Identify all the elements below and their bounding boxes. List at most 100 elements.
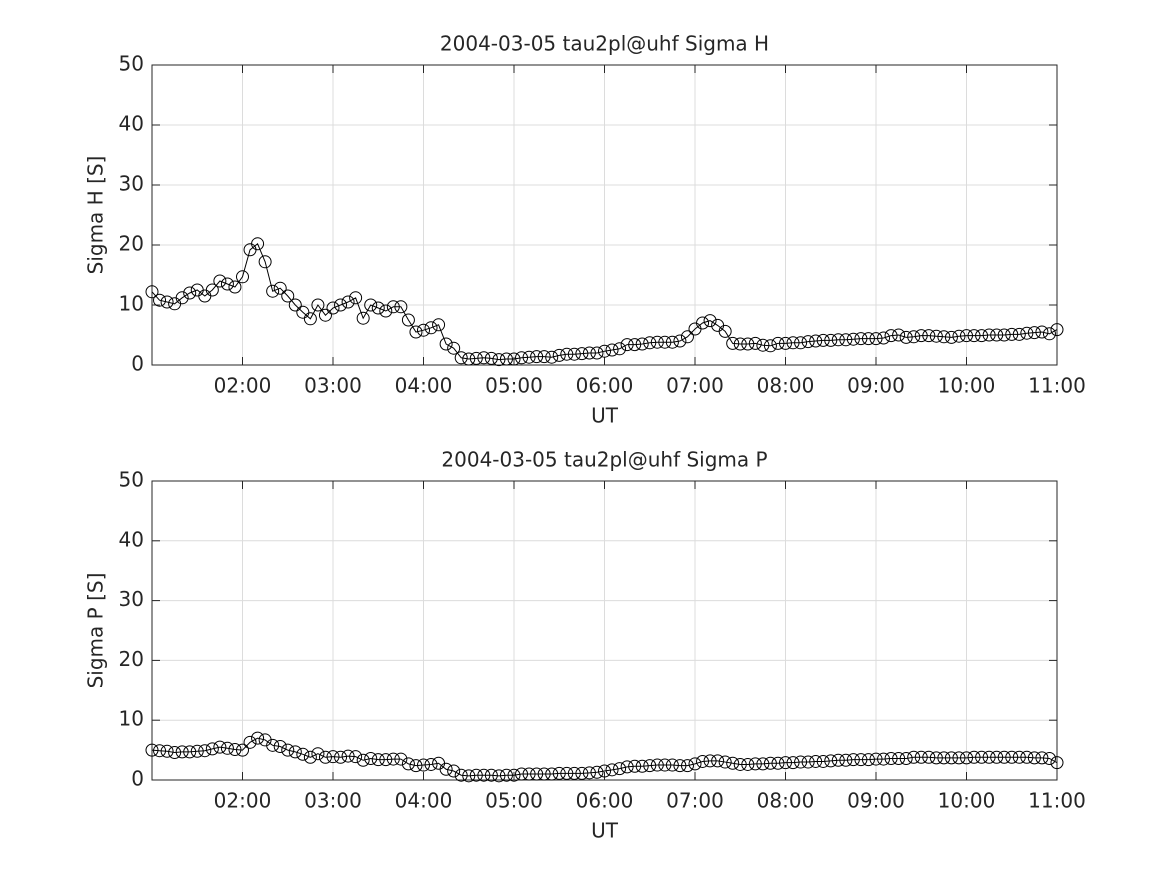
- data-point: [1042, 327, 1056, 341]
- y-tick-label: 0: [131, 352, 144, 376]
- data-point: [741, 337, 755, 351]
- data-point: [281, 743, 295, 757]
- data-point: [1020, 326, 1034, 340]
- x-axis-label: UT: [591, 404, 619, 428]
- data-point: [688, 757, 702, 771]
- data-point: [462, 352, 476, 366]
- data-point: [786, 756, 800, 770]
- data-point: [899, 751, 913, 765]
- data-point: [560, 766, 574, 780]
- data-point: [839, 333, 853, 347]
- data-point: [756, 757, 770, 771]
- data-point: [861, 753, 875, 767]
- data-point: [409, 759, 423, 773]
- y-tick-label: 40: [119, 527, 144, 551]
- series-line: [151, 242, 1058, 361]
- x-tick-label: 05:00: [485, 789, 543, 813]
- x-tick-label: 07:00: [666, 789, 724, 813]
- data-point: [311, 298, 325, 312]
- data-point: [281, 289, 295, 303]
- x-tick-label: 02:00: [214, 374, 272, 398]
- data-point: [718, 755, 732, 769]
- y-tick-label: 40: [119, 112, 144, 136]
- data-point: [944, 751, 958, 765]
- data-point: [515, 351, 529, 365]
- x-tick-label: 10:00: [938, 789, 996, 813]
- data-point: [816, 333, 830, 347]
- data-point: [975, 329, 989, 343]
- data-point: [997, 750, 1011, 764]
- data-point: [801, 335, 815, 349]
- data-point: [922, 750, 936, 764]
- data-point: [673, 334, 687, 348]
- data-point: [944, 330, 958, 344]
- y-tick-label: 0: [131, 767, 144, 791]
- data-point: [515, 767, 529, 781]
- data-point: [409, 325, 423, 339]
- data-point: [658, 758, 672, 772]
- data-point: [160, 744, 174, 758]
- data-point: [748, 757, 762, 771]
- data-point: [251, 731, 265, 745]
- data-point: [439, 762, 453, 776]
- data-point: [598, 344, 611, 358]
- axes-box: [151, 480, 1058, 781]
- data-point: [763, 756, 777, 770]
- data-point: [635, 759, 649, 773]
- data-point: [153, 744, 167, 758]
- data-point: [379, 753, 393, 767]
- data-point: [854, 753, 868, 767]
- data-point: [318, 750, 332, 764]
- data-point: [1035, 751, 1049, 765]
- data-point: [454, 351, 468, 365]
- data-point: [665, 758, 679, 772]
- data-point: [530, 350, 544, 364]
- x-tick-label: 03:00: [304, 374, 362, 398]
- subplot: 0 10 20 30 40 50 02:00 03:00 04:00 05:00 06:00 07:0…: [84, 32, 1086, 428]
- data-point: [349, 291, 363, 305]
- data-point: [530, 767, 544, 781]
- data-point: [794, 336, 808, 350]
- data-point: [273, 281, 287, 295]
- x-tick-label: 09:00: [847, 374, 905, 398]
- data-point: [205, 283, 219, 297]
- data-point: [251, 237, 265, 251]
- data-point: [545, 767, 559, 781]
- data-point: [228, 280, 242, 294]
- data-point: [341, 295, 355, 309]
- data-point: [726, 336, 740, 350]
- data-point: [205, 742, 219, 756]
- x-tick-label: 06:00: [576, 374, 634, 398]
- data-point: [922, 329, 936, 343]
- y-tick-label: 20: [119, 647, 144, 671]
- data-point: [960, 751, 973, 765]
- data-point: [228, 743, 242, 757]
- data-point: [349, 750, 363, 764]
- data-point: [266, 284, 280, 298]
- data-point: [236, 743, 249, 757]
- data-point: [296, 747, 310, 761]
- data-point: [982, 328, 996, 342]
- data-point: [469, 351, 483, 365]
- data-point: [748, 336, 762, 350]
- data-point: [779, 336, 792, 350]
- data-point: [424, 321, 438, 335]
- data-point: [236, 270, 249, 284]
- data-point: [175, 745, 189, 759]
- data-point: [884, 329, 898, 343]
- data-point: [371, 753, 385, 767]
- data-point: [522, 767, 536, 781]
- data-point: [175, 291, 189, 305]
- data-point: [673, 759, 687, 773]
- y-tick-label: 10: [119, 292, 144, 316]
- data-point: [379, 304, 393, 318]
- data-point: [990, 750, 1004, 764]
- x-tick-label: 10:00: [938, 374, 996, 398]
- data-point: [552, 348, 566, 362]
- data-point: [288, 298, 302, 312]
- series-line: [151, 737, 1058, 777]
- data-point: [552, 766, 566, 780]
- data-point: [537, 767, 551, 781]
- data-point: [952, 329, 966, 343]
- data-point: [507, 352, 521, 366]
